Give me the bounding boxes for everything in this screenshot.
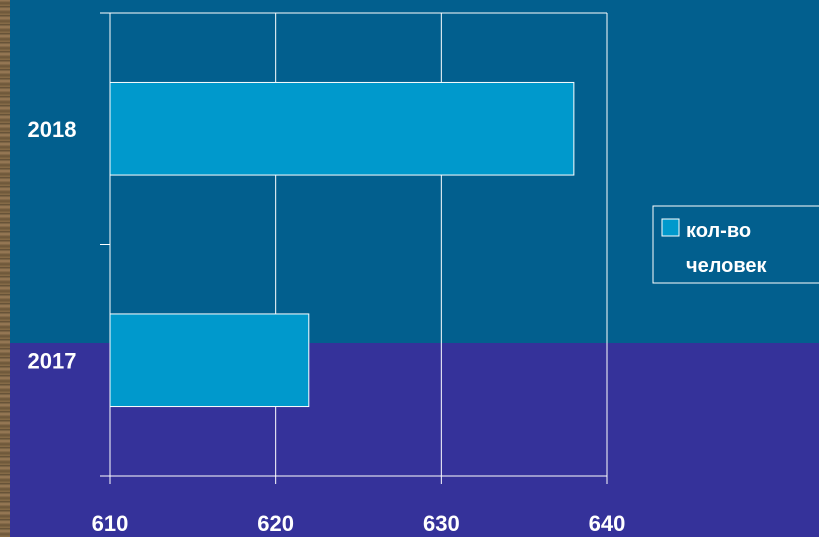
bar-2017	[109, 313, 310, 408]
x-tick-label: 640	[589, 511, 626, 536]
texture-strip	[0, 0, 10, 537]
x-tick-label: 630	[423, 511, 460, 536]
category-label: 2018	[28, 117, 77, 142]
legend-label-line2: человек	[686, 255, 768, 277]
category-label: 2017	[28, 348, 77, 373]
x-tick-label: 620	[257, 511, 294, 536]
legend-box	[652, 205, 819, 284]
legend-swatch	[661, 218, 680, 237]
x-tick-label: 610	[92, 511, 129, 536]
bar-2018	[109, 81, 575, 176]
legend-label-line1: кол-во	[686, 220, 751, 242]
